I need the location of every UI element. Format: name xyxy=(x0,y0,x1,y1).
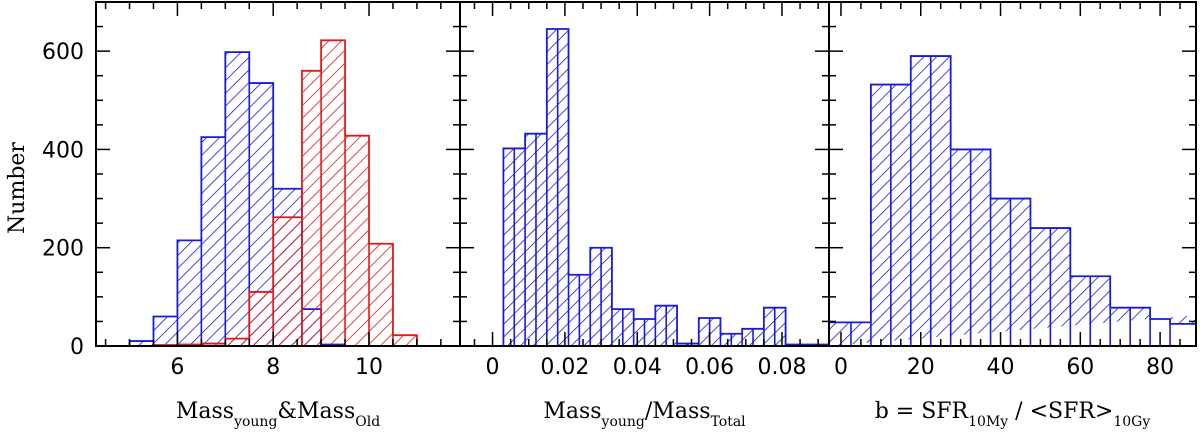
y-tick-label: 200 xyxy=(42,237,84,262)
hist-outline-blue xyxy=(460,28,829,347)
y-tick-label: 0 xyxy=(70,335,84,360)
y-tick-label: 400 xyxy=(42,138,84,163)
hist-fill-blue xyxy=(460,29,829,347)
panel-1: 0 200 400 600 6 8 10 Massyoung&MassOld xyxy=(42,1,461,430)
y-tick-label: 600 xyxy=(42,40,84,65)
x-tick-label: 0.06 xyxy=(685,355,734,380)
x-axis-label: Massyoung&MassOld xyxy=(176,399,380,430)
x-tick-label: 0.02 xyxy=(540,355,589,380)
x-tick-label: 0 xyxy=(834,355,848,380)
x-axis-label: Massyoung/MassTotal xyxy=(543,399,746,430)
panel-3: 0 20 40 60 80 b = SFR10My / <SFR>10Gy xyxy=(828,1,1197,430)
panel-2: 0 0.02 0.04 0.06 0.08 Massyoung/MassTotal xyxy=(459,1,830,430)
x-tick-label: 10 xyxy=(355,355,383,380)
x-tick-label: 6 xyxy=(170,355,184,380)
hist-outline-blue xyxy=(829,55,1197,325)
y-axis-label: Number xyxy=(5,142,30,234)
x-tick-label: 40 xyxy=(987,355,1015,380)
x-axis-label: b = SFR10My / <SFR>10Gy xyxy=(875,399,1151,430)
x-tick-label: 20 xyxy=(907,355,935,380)
x-tick-label: 0.04 xyxy=(613,355,662,380)
bar-blue-17 xyxy=(1170,324,1196,346)
hist-fill-blue xyxy=(829,56,1196,347)
x-tick-label: 8 xyxy=(266,355,280,380)
hist-fill-blue xyxy=(98,52,460,347)
x-tick-label: 60 xyxy=(1066,355,1094,380)
x-tick-label: 0 xyxy=(486,355,500,380)
x-tick-label: 0.08 xyxy=(757,355,806,380)
x-tick-label: 80 xyxy=(1146,355,1174,380)
